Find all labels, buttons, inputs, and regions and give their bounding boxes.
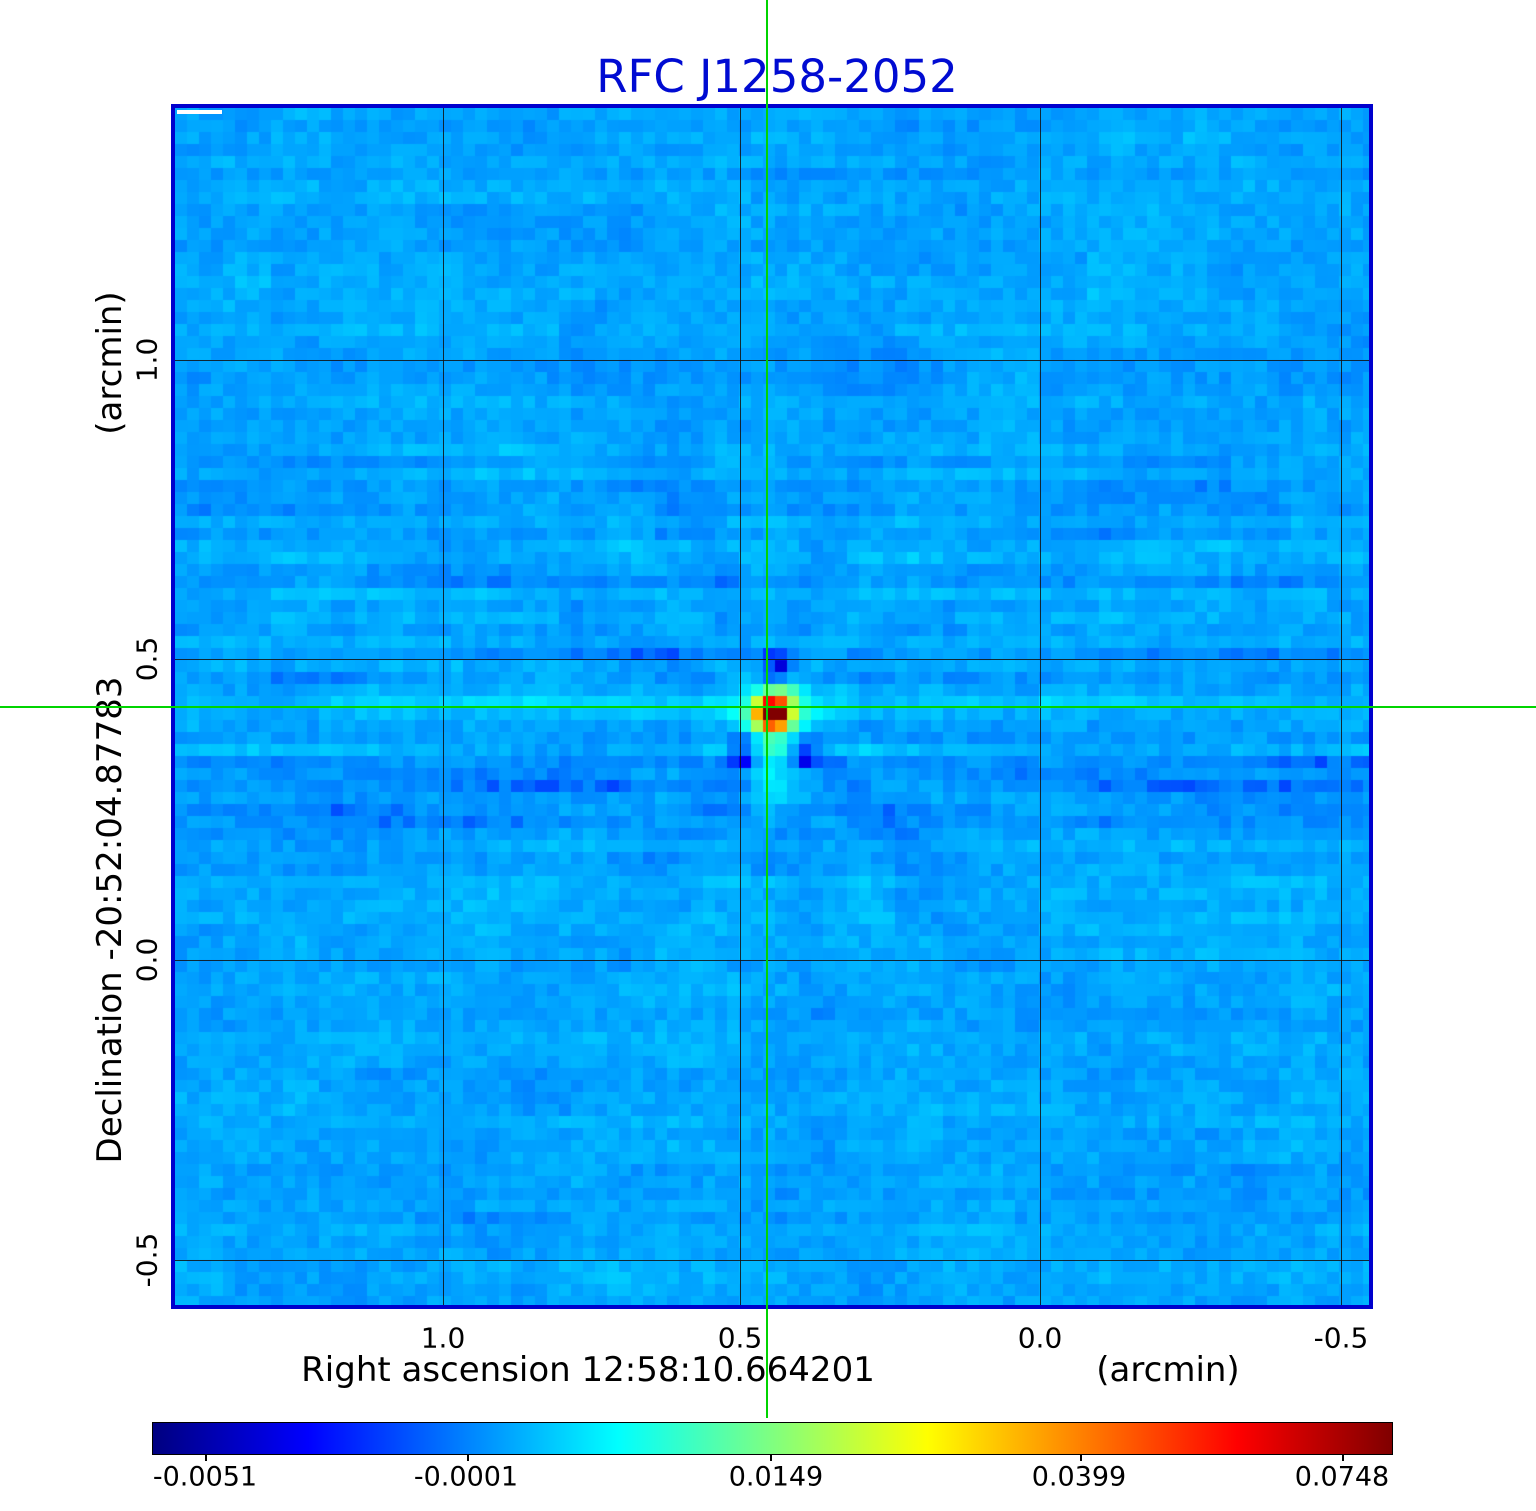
colorbar-label-2: 0.0149	[728, 1461, 824, 1493]
colorbar-tick	[770, 1455, 772, 1461]
colorbar-label-4: 0.0748	[1294, 1461, 1390, 1493]
colorbar-tick	[1080, 1455, 1082, 1461]
x-axis-title: Right ascension 12:58:10.664201	[301, 1350, 875, 1390]
colorbar-tick	[467, 1455, 469, 1461]
map-edge-artifact	[177, 110, 222, 114]
colorbar-tick	[1342, 1455, 1344, 1461]
y-tick-0.5: 0.5	[130, 636, 164, 682]
figure-title: RFC J1258-2052	[596, 50, 958, 103]
y-tick-0.0: 0.0	[130, 937, 164, 983]
crosshair-horizontal-line	[0, 706, 1536, 708]
x-tick-0.5: 0.5	[717, 1321, 763, 1355]
y-tick--0.5: -0.5	[130, 1232, 164, 1288]
x-tick-0.0: 0.0	[1017, 1321, 1063, 1355]
colorbar-label-1: -0.0001	[413, 1461, 519, 1493]
colorbar-label-3: 0.0399	[1031, 1461, 1127, 1493]
colorbar-label-0: -0.0051	[152, 1461, 258, 1493]
grid-line-dec--0.5	[175, 1260, 1369, 1261]
y-tick-1.0: 1.0	[130, 337, 164, 383]
x-axis-unit-label: (arcmin)	[1096, 1350, 1240, 1390]
grid-line-dec-0.5	[175, 659, 1369, 660]
y-axis-title: Declination -20:52:04.87783	[90, 676, 130, 1164]
colorbar	[152, 1422, 1393, 1455]
grid-line-dec-1.0	[175, 360, 1369, 361]
x-tick-1.0: 1.0	[420, 1321, 466, 1355]
grid-line-dec-0.0	[175, 960, 1369, 961]
colorbar-tick	[205, 1455, 207, 1461]
y-axis-unit-label: (arcmin)	[90, 291, 130, 435]
crosshair-vertical-line	[766, 0, 768, 1418]
x-tick--0.5: -0.5	[1313, 1321, 1369, 1355]
